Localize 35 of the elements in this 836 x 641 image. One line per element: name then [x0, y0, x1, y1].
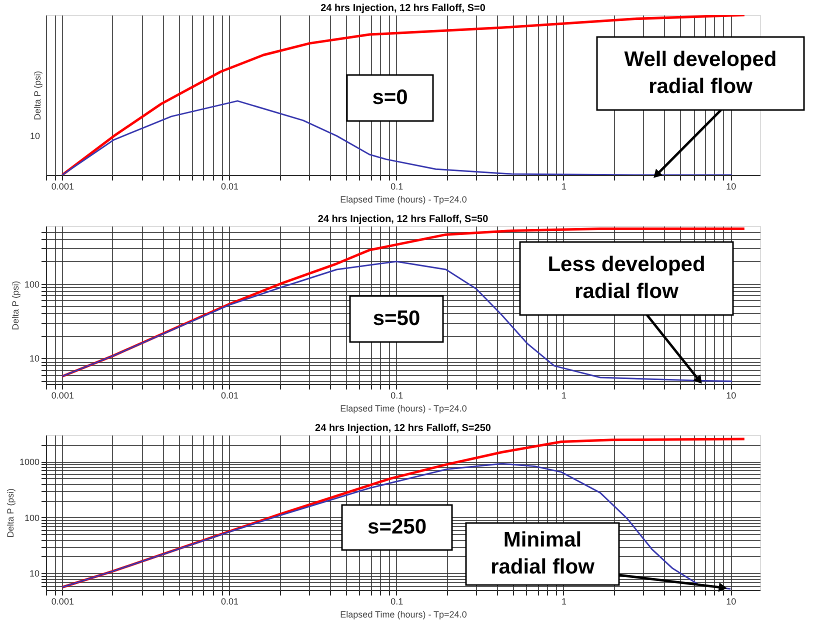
annotation: s=0 [372, 86, 408, 109]
x-tick-label: 1 [561, 182, 566, 192]
y-tick-label: 10 [29, 568, 40, 579]
annotation: Well developed radial flow [624, 48, 777, 98]
chart-title: 24 hrs Injection, 12 hrs Falloff, S=50 [318, 214, 489, 225]
x-axis-title: Elapsed Time (hours) - Tp=24.0 [340, 404, 467, 414]
x-axis-title: Elapsed Time (hours) - Tp=24.0 [340, 194, 467, 204]
x-tick-label: 0.01 [221, 390, 239, 400]
y-tick-label: 100 [24, 512, 40, 523]
annotation: Minimal radial flow [490, 528, 596, 579]
y-tick-label: 100 [24, 279, 40, 290]
y-axis-title: Delta P (psi) [32, 70, 42, 120]
y-tick-label: 1000 [19, 457, 40, 468]
y-tick-label: 10 [29, 354, 40, 364]
x-tick-label: 0.001 [51, 390, 74, 400]
x-tick-label: 0.01 [221, 596, 239, 606]
x-axis-title: Elapsed Time (hours) - Tp=24.0 [340, 610, 467, 620]
x-tick-label: 0.1 [390, 390, 404, 400]
chart-title: 24 hrs Injection, 12 hrs Falloff, S=250 [315, 423, 492, 434]
x-tick-label: 0.001 [51, 182, 74, 192]
x-tick-label: 0.01 [221, 182, 239, 192]
x-tick-label: 0.001 [51, 596, 74, 606]
x-tick-label: 10 [726, 596, 736, 606]
chart-title: 24 hrs Injection, 12 hrs Falloff, S=0 [320, 3, 486, 14]
y-axis-title: Delta P (psi) [10, 280, 20, 330]
x-tick-label: 0.1 [390, 182, 404, 192]
y-axis-title: Delta P (psi) [5, 488, 16, 538]
x-tick-label: 0.1 [390, 596, 404, 606]
x-tick-label: 1 [561, 390, 566, 400]
x-tick-label: 1 [561, 596, 566, 606]
annotation: s=250 [368, 516, 426, 538]
annotation: Less developed radial flow [548, 252, 706, 304]
x-tick-label: 10 [726, 390, 736, 400]
annotation: s=50 [372, 307, 420, 330]
x-tick-label: 10 [726, 182, 736, 192]
